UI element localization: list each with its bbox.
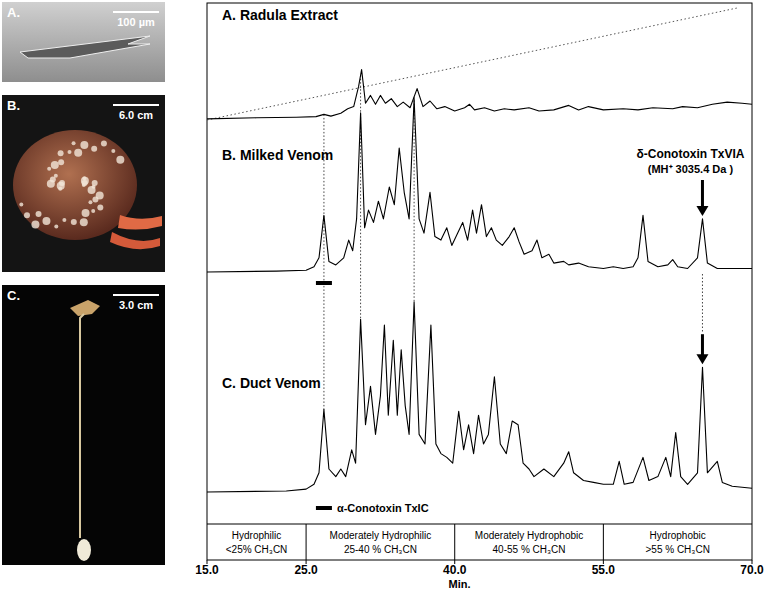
x-axis-title: Min. — [449, 578, 471, 590]
venom-bulb-top — [70, 300, 100, 316]
shell-spot — [58, 159, 64, 165]
figure: A. 100 µm B. 6.0 cm C. 3.0 cm A. Radula Extrac… — [0, 0, 775, 594]
shell-spot — [82, 209, 90, 217]
annotation-title: δ-Conotoxin TxVIA — [636, 147, 744, 161]
plot-marks — [207, 8, 752, 492]
x-tick-label: 70.0 — [740, 563, 764, 577]
shell-spot — [91, 146, 97, 152]
photo-panel: B. 6.0 cm — [2, 95, 165, 272]
photo-panel: A. 100 µm — [2, 2, 165, 82]
photo-background — [2, 95, 165, 272]
annotation-arrow-head — [696, 206, 708, 216]
photo-label: B. — [7, 98, 20, 113]
shell-spot — [58, 187, 62, 191]
x-tick-label: 15.0 — [195, 563, 219, 577]
x-tick-label: 25.0 — [294, 563, 318, 577]
shell-spot — [92, 180, 98, 186]
scale-bar — [113, 104, 159, 106]
shell-spot — [31, 221, 39, 229]
scale-bar — [113, 11, 159, 13]
gradient-line — [207, 8, 737, 120]
region-label: Hydrophobic — [650, 530, 706, 541]
region-label: Hydrophilic — [232, 530, 281, 541]
region-label: Moderately Hydrophobic — [475, 530, 583, 541]
chromatogram-trace — [207, 302, 752, 492]
shell-spot — [88, 200, 92, 204]
shell-spot — [42, 217, 50, 225]
photo-panel: C. 3.0 cm — [2, 285, 165, 565]
x-tick-label: 55.0 — [592, 563, 616, 577]
region-sublabel: 25-40 % CH₃CN — [344, 544, 417, 555]
shell-spot — [80, 218, 88, 226]
trace-title: B. Milked Venom — [222, 147, 333, 163]
region-divider — [603, 524, 604, 560]
shell-spot — [101, 140, 107, 146]
shell-spot — [62, 218, 66, 222]
shell-spot — [19, 203, 23, 207]
trace-title: A. Radula Extract — [222, 7, 338, 23]
region-sublabel: >55 % CH₃CN — [645, 544, 709, 555]
guide-line — [414, 97, 415, 302]
venom-duct — [80, 314, 84, 538]
annotation-detail: (MH⁺ 3035.4 Da ) — [648, 163, 734, 175]
shell-spot — [47, 167, 51, 171]
photo-background — [2, 285, 165, 565]
shell-spot — [58, 150, 64, 156]
photo-background — [2, 2, 165, 82]
shell-spot — [74, 149, 82, 157]
chromatogram-trace — [207, 99, 752, 273]
photo-label: C. — [7, 288, 20, 303]
shell-spot — [96, 191, 104, 199]
shell-spot — [47, 180, 55, 188]
shell-spot — [80, 141, 88, 149]
shell-spot — [91, 209, 95, 213]
shell-spot — [68, 150, 72, 154]
annotation-arrow — [701, 334, 704, 356]
shell-spot — [71, 219, 77, 225]
region-sublabel: <25% CH₃CN — [226, 544, 288, 555]
cone-shell — [13, 130, 137, 240]
shell-spot — [111, 149, 115, 153]
x-tick-label: 40.0 — [443, 563, 467, 577]
annotation-arrow — [701, 180, 704, 208]
region-band-line — [207, 524, 752, 525]
scale-label: 6.0 cm — [119, 109, 153, 121]
scale-label: 3.0 cm — [119, 299, 153, 311]
region-divider — [306, 524, 307, 560]
scale-bar — [113, 294, 159, 296]
shell-spot — [81, 177, 89, 185]
guide-line — [702, 274, 703, 332]
annotation-bar — [316, 506, 332, 510]
shell-spot — [36, 211, 42, 217]
photo-label: A. — [7, 5, 20, 20]
shell-spot — [82, 176, 86, 180]
shell-spot — [116, 156, 124, 164]
region-label: Moderately Hydrophilic — [330, 530, 432, 541]
foot — [110, 232, 160, 249]
scale-label: 100 µm — [117, 16, 155, 28]
shell-spot — [54, 225, 58, 229]
region-sublabel: 40-55 % CH₃CN — [493, 544, 566, 555]
trace-title: C. Duct Venom — [222, 375, 321, 391]
shell-spot — [24, 212, 30, 218]
siphon — [118, 215, 162, 230]
venom-bulb — [77, 539, 91, 561]
plot-frame — [207, 3, 752, 560]
radula-tooth — [20, 36, 150, 58]
region-divider — [454, 524, 455, 560]
shell-spot — [97, 204, 103, 210]
shell-spot — [72, 141, 76, 145]
annotation-arrow-head — [696, 354, 708, 364]
annotation-title: α-Conotoxin TxIC — [337, 502, 429, 514]
chromatogram-trace — [207, 70, 752, 119]
shell-spot — [51, 161, 59, 169]
annotation-bar — [316, 281, 332, 285]
guide-line — [360, 75, 361, 319]
